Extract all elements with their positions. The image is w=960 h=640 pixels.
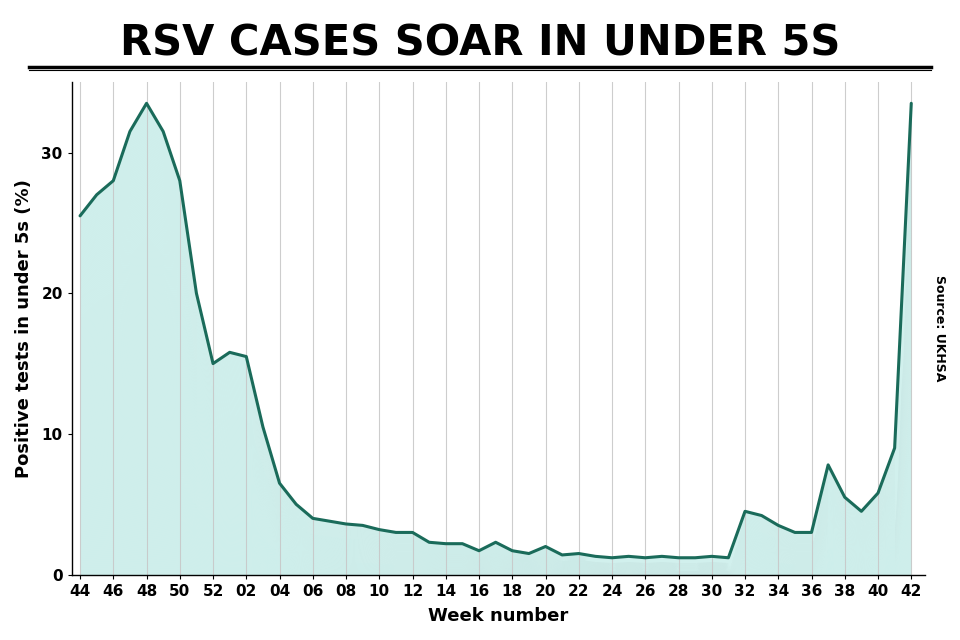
Text: Source: UKHSA: Source: UKHSA: [933, 275, 947, 381]
Text: RSV CASES SOAR IN UNDER 5S: RSV CASES SOAR IN UNDER 5S: [120, 22, 840, 65]
X-axis label: Week number: Week number: [428, 607, 568, 625]
Y-axis label: Positive tests in under 5s (%): Positive tests in under 5s (%): [15, 179, 33, 478]
